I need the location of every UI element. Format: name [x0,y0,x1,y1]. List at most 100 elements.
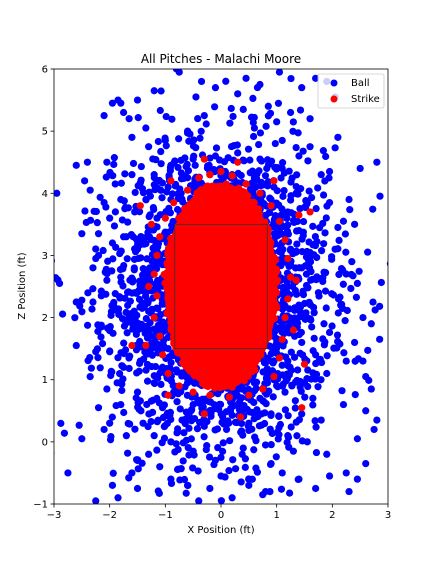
ball-point [367,320,375,328]
strike-point [169,241,177,250]
ball-point [157,147,165,156]
strike-point [210,314,218,322]
ball-point [121,170,129,178]
strike-point [218,239,227,247]
ball-point [217,472,225,480]
ball-point [133,245,142,253]
ball-point [283,227,292,235]
strike-point [195,174,203,182]
ball-point [129,159,138,168]
ball-point [272,453,280,461]
ball-point [117,99,125,107]
ball-point [241,463,249,471]
strike-point [192,318,200,326]
ball-point [130,264,138,272]
ball-point [250,174,258,182]
strike-point [245,391,253,399]
ball-point [127,231,135,239]
ball-point [292,144,300,152]
ball-point [86,373,94,381]
ball-point [264,102,272,110]
strike-point [208,283,217,292]
ball-point [212,144,221,152]
ball-point [271,139,279,148]
ball-point [283,375,291,383]
ball-point [118,386,126,395]
ball-point [325,199,334,207]
strike-point [184,186,192,194]
ball-point [279,380,287,388]
ball-point [298,248,306,256]
strike-point [193,220,202,228]
ball-point [94,230,103,238]
strike-point [267,202,275,210]
ball-point [362,373,370,381]
strike-point [228,172,236,180]
ball-point [103,324,112,332]
ball-point [275,69,284,76]
strike-point [253,351,262,359]
strike-point [168,317,176,325]
strike-point [193,275,202,284]
strike-point [218,327,226,335]
strike-point [212,331,220,339]
strike-point [175,222,183,230]
ball-point [118,216,126,224]
ball-point [149,155,157,163]
strike-point [235,285,243,293]
ball-point [154,487,162,495]
ball-point [341,317,349,325]
ball-point [264,370,273,378]
ball-point [369,298,377,306]
ball-point [170,388,178,396]
ball-point [312,351,320,359]
ball-point [189,400,197,409]
y-tick-label: 4 [42,189,48,200]
ball-point [198,404,206,412]
strike-point [216,340,225,348]
strike-point [185,302,193,310]
ball-point [252,384,260,392]
strike-point [167,177,175,185]
strike-point [188,361,196,369]
strike-point [201,381,210,390]
strike-point [176,252,184,261]
ball-point [278,469,286,477]
strike-point [286,273,295,281]
strike-point [212,272,220,280]
ball-point [373,416,381,424]
ball-point [345,195,353,204]
ball-point [157,87,165,95]
ball-point [176,476,184,484]
ball-point [166,411,174,420]
ball-point [153,214,161,222]
ball-point [325,167,334,176]
ball-point [83,321,92,329]
ball-point [55,279,64,287]
ball-point [309,222,317,230]
ball-point [108,99,117,107]
ball-point [124,301,132,309]
ball-point [131,425,139,433]
ball-point [293,171,301,179]
ball-point [238,419,246,428]
strike-point [228,300,236,308]
ball-point [310,303,318,312]
ball-point [256,80,264,89]
ball-point [219,413,227,421]
ball-point [189,447,197,455]
ball-point [339,280,347,288]
strike-point [183,205,191,214]
ball-point [301,299,309,308]
strike-point [239,258,248,266]
ball-point [251,183,260,191]
strike-point [189,388,197,396]
ball-point [133,484,142,493]
ball-point [286,245,295,253]
ball-point [256,394,264,402]
ball-point [150,205,158,214]
ball-point [136,357,144,365]
ball-point [289,447,297,455]
ball-point [298,264,306,272]
ball-point [145,233,153,241]
